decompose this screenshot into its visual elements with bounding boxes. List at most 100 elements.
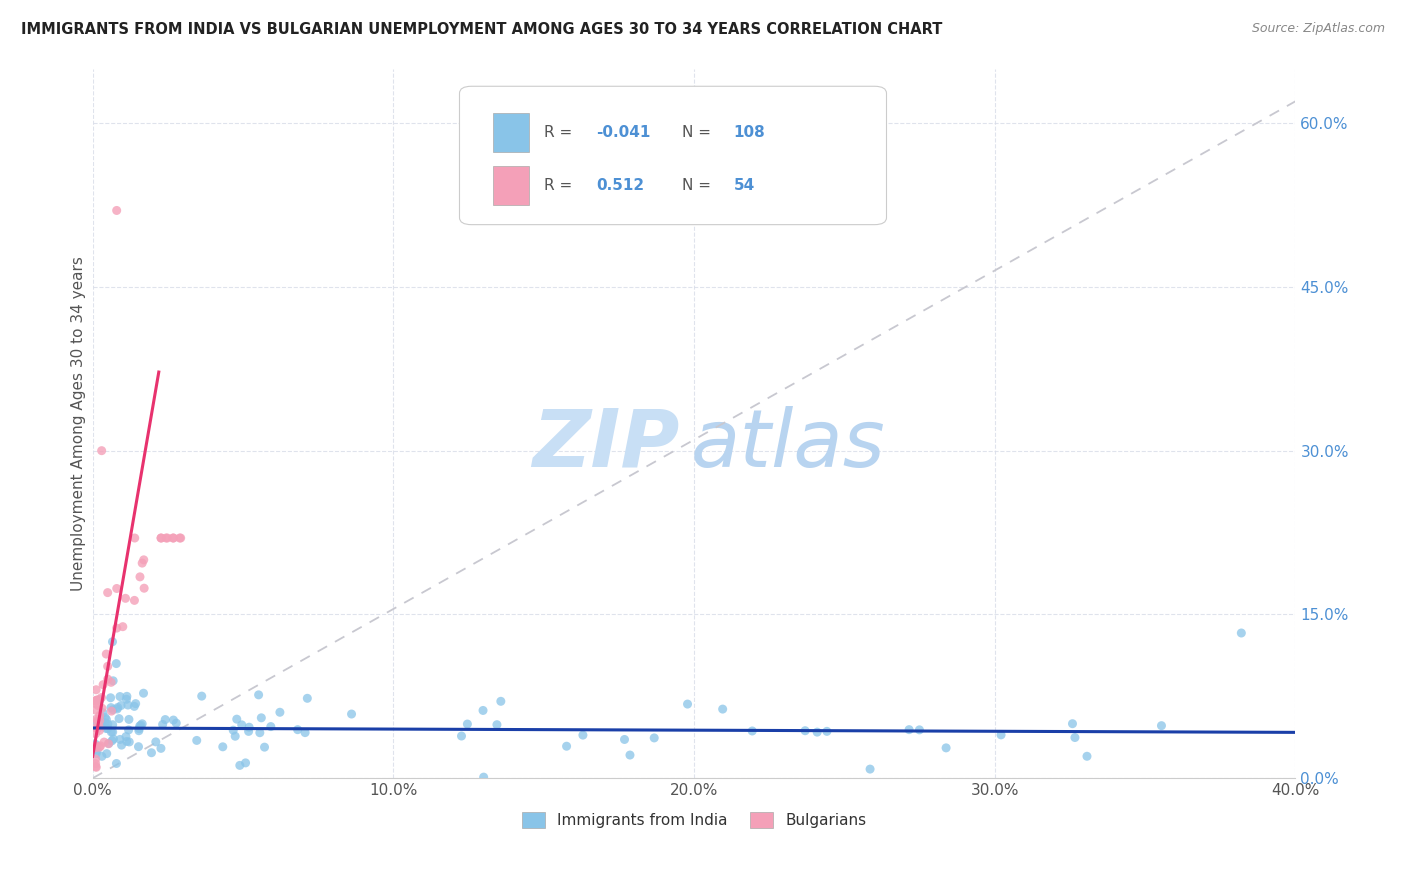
Point [124,699,146,714]
Point [238,724,260,739]
Point [84,693,107,707]
Point [84,740,107,755]
Point [247,688,270,702]
Point [97,585,120,599]
Point [105,582,128,596]
Point [108,690,131,704]
Point [472,770,495,784]
Point [128,722,150,736]
Point [91,716,114,731]
Text: N =: N = [682,125,711,140]
Point [186,733,208,747]
Point [84,727,107,741]
Point [97,717,120,731]
Point [134,581,156,595]
Point [101,725,124,739]
Point [155,531,177,545]
Point [97,659,120,673]
Point [149,741,172,756]
Point [91,706,114,720]
Point [94,710,117,724]
Point [84,759,107,773]
Point [935,740,957,755]
Point [128,739,150,754]
Point [90,690,112,705]
Point [86,697,108,711]
Point [107,700,129,714]
Point [97,736,120,750]
Point [93,735,115,749]
Point [84,703,107,717]
Point [908,723,931,737]
Point [806,725,828,739]
Point [131,716,153,731]
Point [141,746,163,760]
Point [89,708,111,723]
Text: IMMIGRANTS FROM INDIA VS BULGARIAN UNEMPLOYMENT AMONG AGES 30 TO 34 YEARS CORREL: IMMIGRANTS FROM INDIA VS BULGARIAN UNEMP… [21,22,942,37]
Point [162,531,184,545]
Point [117,698,139,712]
Point [162,713,184,727]
Point [89,723,111,738]
Point [118,735,141,749]
Point [84,760,107,774]
Point [90,739,112,753]
FancyBboxPatch shape [494,166,529,205]
Text: R =: R = [544,178,576,194]
Point [990,728,1012,742]
Point [84,694,107,708]
Point [253,740,276,755]
Point [124,531,146,545]
Point [859,762,882,776]
Point [100,725,122,739]
Point [152,717,174,731]
Point [132,553,155,567]
Text: R =: R = [544,125,576,140]
Point [87,698,110,713]
Point [794,723,817,738]
Point [101,734,124,748]
Point [96,713,118,727]
Point [249,725,271,739]
Point [211,739,233,754]
Point [105,657,128,671]
Point [269,706,291,720]
Point [101,703,124,717]
Text: -0.041: -0.041 [596,125,651,140]
Point [84,756,107,771]
Point [96,647,118,661]
Point [340,706,363,721]
Text: 108: 108 [734,125,765,140]
Point [108,732,131,747]
Point [105,621,128,635]
Point [87,721,110,735]
Text: atlas: atlas [690,406,886,483]
Point [117,723,139,737]
Point [643,731,665,745]
Point [100,690,122,705]
Point [124,593,146,607]
Point [222,723,245,738]
Point [150,531,173,545]
Point [86,743,108,757]
Point [572,728,595,742]
Point [101,717,124,731]
Point [450,729,472,743]
Point [229,758,252,772]
Legend: Immigrants from India, Bulgarians: Immigrants from India, Bulgarians [516,806,873,834]
Point [115,730,138,744]
Point [169,531,191,545]
Point [84,682,107,697]
Point [90,749,112,764]
Point [89,692,111,706]
Point [1062,716,1084,731]
Point [101,673,124,688]
Point [97,672,120,686]
Point [169,531,191,545]
Point [225,712,247,726]
Point [294,725,316,739]
Point [1076,749,1098,764]
Point [1064,731,1087,745]
Point [96,747,118,761]
Point [114,591,136,606]
